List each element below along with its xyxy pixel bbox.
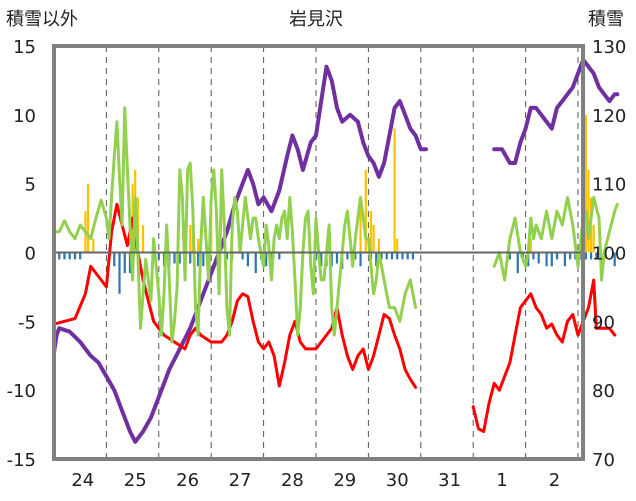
sunshine-bar-23	[246, 252, 249, 267]
sunshine-bar-10	[157, 252, 160, 260]
precipitation-bar-7	[189, 224, 192, 253]
precipitation-bar-15	[377, 238, 380, 253]
sunshine-bar-43	[396, 252, 399, 260]
sunshine-bar-41	[385, 252, 388, 260]
sunshine-bar-64	[613, 252, 616, 267]
sunshine-bar-28	[278, 252, 281, 260]
temperature-line-segment-1	[471, 278, 617, 433]
sunshine-bar-33	[335, 252, 339, 264]
y-right-tick-label: 120	[592, 106, 626, 127]
sunshine-bar-44	[401, 252, 404, 260]
sunshine-bar-61	[590, 252, 593, 260]
x-tick-label: 25	[124, 470, 147, 491]
sunshine-bar-7	[123, 252, 126, 274]
sunshine-bar-52	[537, 252, 540, 264]
y-left-tick-label: 0	[25, 244, 36, 265]
precipitation-bar-2	[92, 238, 95, 253]
y-right-tick-label: 90	[592, 312, 615, 333]
sunshine-bar-3	[73, 252, 77, 260]
precipitation-bar-17	[396, 238, 399, 253]
sunshine-bar-20	[225, 252, 229, 260]
y-left-tick-label: 5	[25, 175, 36, 196]
x-tick-label: 2	[549, 470, 560, 491]
sunshine-bar-5	[113, 252, 116, 267]
sunshine-bar-42	[390, 252, 394, 260]
chart-title: 岩見沢	[289, 9, 343, 30]
precipitation-bar-14	[372, 224, 375, 253]
sunshine-bar-32	[330, 252, 333, 267]
sunshine-bar-53	[545, 252, 548, 267]
precipitation-bar-1	[86, 183, 90, 253]
y-left-tick-label: 10	[13, 106, 36, 127]
y-right-tick-label: 80	[592, 381, 615, 402]
sunshine-bar-4	[79, 252, 82, 260]
sunshine-bar-62	[595, 252, 598, 260]
x-tick-label: 28	[281, 470, 304, 491]
sunshine-bar-18	[202, 252, 205, 267]
sunshine-bar-39	[375, 252, 378, 267]
sunshine-bar-60	[584, 252, 587, 260]
sunshine-bar-24	[254, 252, 257, 274]
sunshine-bar-17	[197, 252, 200, 267]
y-left-tick-label: -15	[7, 450, 36, 471]
wind-line-segment-1	[492, 195, 619, 282]
y-right-tick-label: 110	[592, 175, 626, 196]
sunshine-bar-35	[346, 252, 349, 260]
sunshine-bar-37	[359, 252, 362, 267]
sunshine-bar-30	[320, 252, 323, 267]
x-tick-label: 31	[438, 470, 461, 491]
y-right-tick-label: 100	[592, 244, 626, 265]
precipitation-bar-18	[529, 238, 532, 253]
y-axis-right-label: 積雪	[588, 9, 624, 30]
y-right-tick-label: 70	[592, 450, 615, 471]
sunshine-bar-51	[532, 252, 535, 260]
snow_depth-line-segment-1	[492, 57, 620, 165]
y-right-tick-label: 130	[592, 37, 626, 58]
sunshine-bar-26	[265, 252, 268, 267]
precipitation-bar-22	[592, 224, 595, 253]
sunshine-bar-40	[380, 252, 383, 260]
sunshine-bar-8	[128, 252, 132, 274]
sunshine-bar-13	[173, 252, 176, 264]
y-left-tick-label: 15	[13, 37, 36, 58]
x-tick-label: 27	[229, 470, 252, 491]
sunshine-bar-45	[406, 252, 409, 260]
precipitation-bar-16	[393, 128, 396, 253]
precipitation-bar-13	[369, 211, 373, 253]
x-tick-label: 26	[176, 470, 199, 491]
sunshine-bar-1	[63, 252, 66, 260]
sunshine-bar-0	[58, 252, 61, 260]
x-tick-label: 30	[386, 470, 409, 491]
precipitation-bar-20	[587, 169, 590, 253]
sunshine-bar-16	[189, 252, 192, 264]
sunshine-bar-47	[508, 252, 511, 260]
sunshine-bar-36	[354, 252, 357, 260]
sunshine-bar-48	[516, 252, 519, 274]
x-tick-label: 24	[71, 470, 94, 491]
sunshine-bar-54	[550, 252, 553, 267]
snow_depth-line-segment-0	[52, 64, 428, 444]
sunshine-bar-57	[569, 252, 572, 260]
sunshine-bar-2	[68, 252, 71, 260]
precipitation-bar-11	[359, 197, 362, 253]
y-left-tick-label: -5	[18, 312, 36, 333]
sunshine-bar-22	[241, 252, 244, 260]
sunshine-bar-56	[563, 252, 566, 267]
sunshine-bar-14	[178, 252, 181, 264]
plot-frame	[52, 44, 585, 461]
precipitation-bar-9	[197, 238, 200, 253]
precipitation-bar-19	[584, 114, 587, 253]
precipitation-bar-12	[364, 169, 367, 253]
y-left-tick-label: -10	[7, 381, 36, 402]
y-axis-left-label: 積雪以外	[6, 9, 78, 30]
precipitation-bar-6	[141, 224, 145, 253]
x-tick-label: 1	[496, 470, 507, 491]
sunshine-bar-46	[411, 252, 415, 260]
sunshine-bar-6	[118, 252, 121, 294]
sunshine-bar-55	[555, 252, 559, 260]
x-tick-label: 29	[333, 470, 356, 491]
